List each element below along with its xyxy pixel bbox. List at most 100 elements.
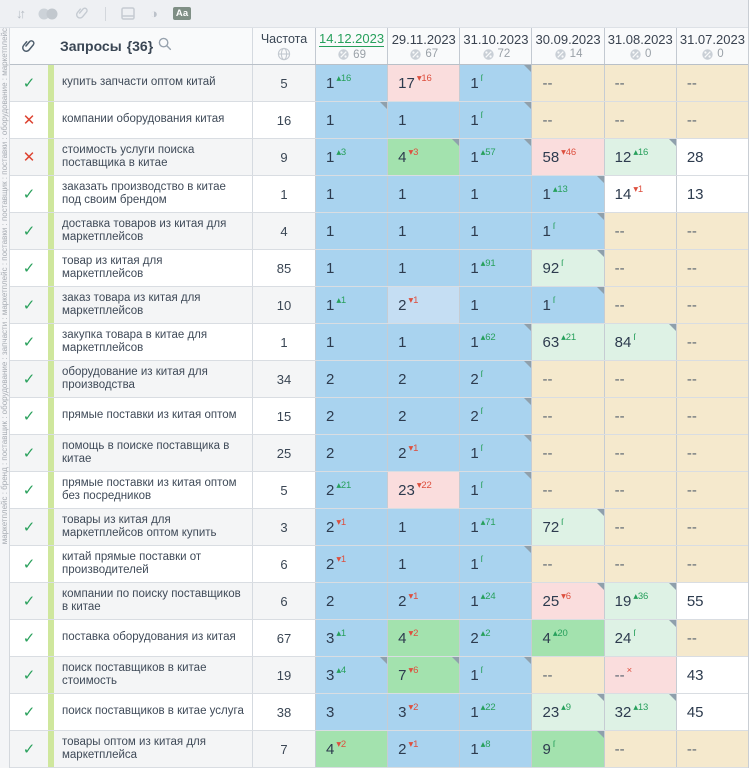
position-cell[interactable]: 7 ▾6 (387, 657, 460, 693)
check-icon[interactable]: ✓ (22, 260, 36, 277)
position-cell[interactable]: -- (531, 398, 604, 434)
position-cell[interactable]: -- × (603, 657, 676, 693)
query-text[interactable]: прямые поставки из китая оптом (62, 409, 237, 422)
position-cell[interactable]: 84 ſ (603, 324, 676, 360)
text-style-icon[interactable]: Аа (172, 6, 192, 21)
position-cell[interactable]: -- (531, 546, 604, 582)
position-cell[interactable]: -- (603, 731, 676, 767)
position-cell[interactable]: 1 ▴71 (459, 509, 532, 545)
position-cell[interactable]: -- (603, 398, 676, 434)
query-text[interactable]: товар из китая для маркетплейсов (62, 254, 163, 280)
cross-icon[interactable]: ✕ (22, 112, 36, 129)
query-text[interactable]: товары из китая для маркетплейсов оптом … (62, 513, 217, 539)
position-cell[interactable]: 2 ▾1 (315, 509, 388, 545)
check-icon[interactable]: ✓ (22, 482, 36, 499)
position-cell[interactable]: 1 (387, 250, 460, 286)
query-text[interactable]: китай прямые поставки от производителей (62, 550, 202, 576)
query-text[interactable]: заказ товара из китая для маркетплейсов (62, 291, 201, 317)
contrast-icon[interactable]: ◑ (150, 6, 158, 21)
query-text[interactable]: поиск поставщиков в китае стоимость (62, 661, 207, 687)
position-cell[interactable]: -- (603, 546, 676, 582)
position-cell[interactable]: 2 ▴21 (315, 472, 388, 508)
query-text[interactable]: поставка оборудования из китая (62, 631, 236, 644)
check-icon[interactable]: ✓ (22, 593, 36, 610)
position-cell[interactable]: 1 (315, 324, 388, 360)
position-cell[interactable]: 2 (315, 398, 388, 434)
position-cell[interactable]: 1 ▴1 (315, 287, 388, 323)
check-icon[interactable]: ✓ (22, 445, 36, 462)
position-cell[interactable]: 72 ſ (531, 509, 604, 545)
check-icon[interactable]: ✓ (22, 519, 36, 536)
position-cell[interactable]: 4 ▾2 (315, 731, 388, 767)
position-cell[interactable]: 23 ▾22 (387, 472, 460, 508)
position-cell[interactable]: -- (675, 435, 748, 471)
position-cell[interactable]: 2 ▴2 (459, 620, 532, 656)
check-icon[interactable]: ✓ (22, 704, 36, 721)
position-cell[interactable]: -- (603, 250, 676, 286)
cross-icon[interactable]: ✕ (22, 149, 36, 166)
position-cell[interactable]: -- (531, 657, 604, 693)
position-cell[interactable]: -- (675, 361, 748, 397)
position-cell[interactable]: 23 ▴9 (531, 694, 604, 730)
query-text[interactable]: доставка товаров из китая для маркетплей… (62, 217, 227, 243)
position-cell[interactable]: 2 ▾1 (387, 731, 460, 767)
position-cell[interactable]: 3 ▴4 (315, 657, 388, 693)
position-cell[interactable]: 25 ▾6 (531, 583, 604, 619)
date-link[interactable]: 31.08.2023 (607, 31, 673, 47)
date-link[interactable]: 29.11.2023 (391, 31, 456, 47)
position-cell[interactable]: 1 (387, 176, 460, 212)
toggle-icon[interactable] (38, 8, 60, 20)
position-cell[interactable]: 1 ▴24 (459, 583, 532, 619)
position-cell[interactable]: 3 ▴1 (315, 620, 388, 656)
position-cell[interactable]: 43 (675, 657, 748, 693)
position-cell[interactable]: 2 (387, 398, 460, 434)
position-cell[interactable]: 2 (315, 583, 388, 619)
position-cell[interactable]: -- (531, 472, 604, 508)
query-text[interactable]: оборудование из китая для производства (62, 365, 208, 391)
position-cell[interactable]: -- (531, 102, 604, 138)
position-cell[interactable]: 2 (315, 435, 388, 471)
position-cell[interactable]: 1 ▴22 (459, 694, 532, 730)
query-text[interactable]: компании оборудования китая (62, 113, 225, 126)
position-cell[interactable]: 3 (315, 694, 388, 730)
check-icon[interactable]: ✓ (22, 408, 36, 425)
position-cell[interactable]: -- (675, 472, 748, 508)
position-cell[interactable]: 1 (315, 250, 388, 286)
position-cell[interactable]: 1 ▴13 (531, 176, 604, 212)
position-cell[interactable]: -- (603, 472, 676, 508)
position-cell[interactable]: -- (675, 324, 748, 360)
query-text[interactable]: купить запчасти оптом китай (62, 76, 216, 89)
position-cell[interactable]: 4 ▾3 (387, 139, 460, 175)
position-cell[interactable]: -- (675, 287, 748, 323)
query-text[interactable]: стоимость услуги поиска поставщика в кит… (62, 143, 195, 169)
position-cell[interactable]: -- (675, 731, 748, 767)
position-cell[interactable]: -- (531, 65, 604, 101)
position-cell[interactable]: 24 ſ (603, 620, 676, 656)
link-icon[interactable] (75, 6, 90, 21)
position-cell[interactable]: 14 ▾1 (603, 176, 676, 212)
position-cell[interactable]: -- (603, 509, 676, 545)
check-icon[interactable]: ✓ (22, 630, 36, 647)
position-cell[interactable]: -- (675, 620, 748, 656)
position-cell[interactable]: 2 (315, 361, 388, 397)
position-cell[interactable]: -- (603, 102, 676, 138)
position-cell[interactable]: 1 (387, 213, 460, 249)
check-icon[interactable]: ✓ (22, 741, 36, 758)
position-cell[interactable]: -- (603, 435, 676, 471)
position-cell[interactable]: -- (675, 250, 748, 286)
position-cell[interactable]: 2 (387, 361, 460, 397)
position-cell[interactable]: 1 ▴8 (459, 731, 532, 767)
position-cell[interactable]: 1 (387, 509, 460, 545)
position-cell[interactable]: 2 ▾1 (387, 287, 460, 323)
position-cell[interactable]: 1 ▴57 (459, 139, 532, 175)
check-icon[interactable]: ✓ (22, 371, 36, 388)
position-cell[interactable]: 2 ▾1 (387, 583, 460, 619)
position-cell[interactable]: -- (675, 213, 748, 249)
position-cell[interactable]: 45 (675, 694, 748, 730)
